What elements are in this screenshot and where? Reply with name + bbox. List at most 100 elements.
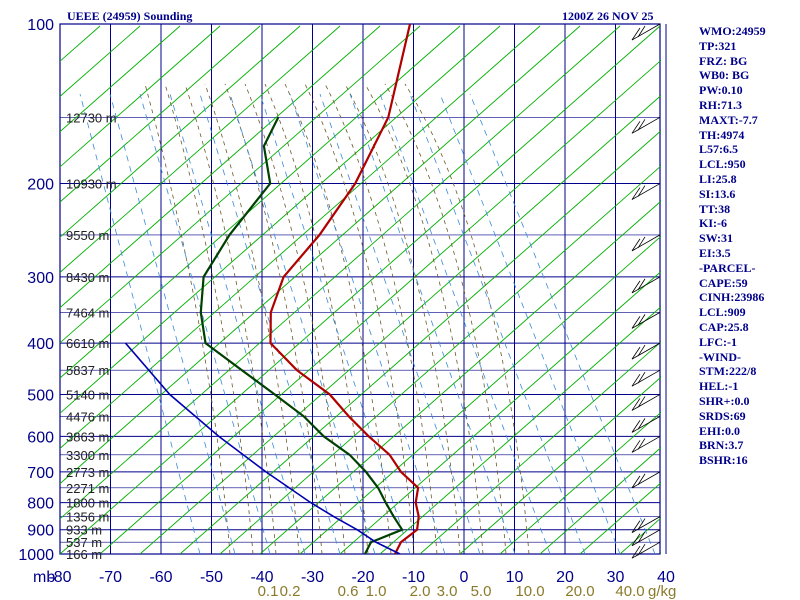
wind-barb <box>631 183 661 200</box>
index-item: SRDS:69 <box>699 408 746 423</box>
index-item: L57:6.5 <box>699 142 738 157</box>
dry-adiabat-line <box>339 270 661 554</box>
mixing-ratio-label: 3.0 <box>437 583 458 600</box>
dry-adiabat-line <box>60 25 181 133</box>
index-item: WMO:24959 <box>699 24 766 38</box>
temperature-tick-label: 30 <box>607 569 625 586</box>
dry-adiabat-line <box>60 25 341 273</box>
mixing-ratio-line <box>409 93 586 554</box>
dry-adiabat-line <box>60 25 501 414</box>
wind-barb <box>631 23 661 41</box>
mixing-ratio-line <box>349 93 516 554</box>
pressure-tick-label: 800 <box>27 496 54 513</box>
moist-adiabat-line <box>204 83 300 554</box>
mixing-ratio-line <box>139 93 271 554</box>
temperature-tick-label: -80 <box>48 569 71 586</box>
mixing-ratio-line <box>319 93 481 554</box>
temperature-tick-label: -20 <box>351 569 374 586</box>
index-item: TT:38 <box>699 201 731 216</box>
mixing-ratio-label: 40.0 <box>615 583 644 600</box>
dry-adiabat-line <box>60 25 261 203</box>
wind-barb <box>631 116 661 134</box>
mixing-ratio-label: 0.2 <box>280 583 301 600</box>
index-item: MAXT:-7.7 <box>699 112 758 127</box>
temperature-tick-label: 20 <box>556 569 574 586</box>
mixing-ratio-label: 5.0 <box>471 583 492 600</box>
mixing-ratio-line <box>289 93 446 554</box>
height-label: 9550 m <box>66 228 109 243</box>
moist-adiabat-line <box>404 83 530 554</box>
moist-adiabat-line <box>384 83 507 554</box>
moist-adiabat-line <box>324 83 438 554</box>
dry-adiabat-line <box>139 94 661 554</box>
dry-adiabat-line <box>99 59 661 554</box>
moist-adiabat-line <box>224 83 323 554</box>
wind-barb <box>631 394 661 411</box>
wind-barb <box>631 529 661 547</box>
moist-adiabat-line <box>304 83 415 554</box>
mixing-ratio-label: 0.6 <box>338 583 359 600</box>
temperature-tick-label: -60 <box>149 569 172 586</box>
index-item: WB0: BG <box>699 68 750 83</box>
pressure-tick-label: 400 <box>27 336 54 353</box>
dry-adiabat-line <box>539 446 661 554</box>
mixing-ratio-line <box>259 93 411 554</box>
wind-barb <box>631 312 661 329</box>
mixing-ratio-line <box>229 93 376 554</box>
index-item: LFC:-1 <box>699 334 737 349</box>
height-label: 2271 m <box>66 481 109 496</box>
wind-barb <box>631 516 661 533</box>
index-item: CINH:23986 <box>699 290 765 305</box>
temperature-tick-label: 40 <box>657 569 675 586</box>
moist-adiabat-line <box>264 83 369 554</box>
stability-indices: WMO:24959 TP:321 FRZ: BG WB0: BG PW:0.10 RH:7… <box>699 24 766 468</box>
index-item: RH:71.3 <box>699 97 742 112</box>
mixing-ratio-label: 20.0 <box>565 583 594 600</box>
dry-adiabat-line <box>60 25 461 379</box>
index-item: CAP:25.8 <box>699 319 749 334</box>
moist-adiabat-line <box>364 83 484 554</box>
dry-adiabat-line <box>459 376 661 554</box>
dry-adiabat-line <box>60 25 421 344</box>
temperature-tick-label: -40 <box>250 569 273 586</box>
index-item: BRN:3.7 <box>699 438 744 453</box>
mixing-ratio-line <box>109 93 236 554</box>
mixing-ratio-line <box>469 93 656 554</box>
height-label: 5837 m <box>66 363 109 378</box>
dry-adiabat-line <box>60 25 661 554</box>
mixing-ratio-line <box>169 93 306 554</box>
dry-adiabat-line <box>60 25 541 449</box>
mixing-ratio-label: 0.1 <box>258 583 279 600</box>
height-label: 12730 m <box>66 110 117 125</box>
pressure-tick-label: 700 <box>27 465 54 482</box>
pressure-tick-label: 500 <box>27 387 54 404</box>
pressure-tick-label: 900 <box>27 523 54 540</box>
dry-adiabat-line <box>780 26 800 554</box>
pressure-tick-label: 200 <box>27 177 54 194</box>
parcel-line <box>124 342 401 554</box>
height-label: 1356 m <box>66 510 109 525</box>
wind-barb <box>631 342 661 360</box>
mixing-ratio-line <box>199 93 341 554</box>
temperature-tick-label: -50 <box>200 569 223 586</box>
moist-adiabat-line <box>144 83 231 554</box>
dry-adiabat-line <box>299 235 661 554</box>
index-item: -WIND- <box>699 349 741 364</box>
index-item: SHR+:0.0 <box>699 393 750 408</box>
dry-adiabat-line <box>60 25 221 168</box>
index-item: PW:0.10 <box>699 83 743 98</box>
index-item: KI:-6 <box>699 216 727 231</box>
height-label: 7464 m <box>66 305 109 320</box>
moist-adiabat-line <box>164 83 254 554</box>
pressure-tick-label: 100 <box>27 17 54 34</box>
pressure-tick-label: 1000 <box>18 547 54 564</box>
height-label: 537 m <box>66 535 102 550</box>
pressure-tick-label: 300 <box>27 270 54 287</box>
height-label: 10930 m <box>66 177 117 192</box>
index-item: LI:25.8 <box>699 171 737 186</box>
wind-barb <box>631 416 661 433</box>
moist-adiabat-line <box>184 83 277 554</box>
